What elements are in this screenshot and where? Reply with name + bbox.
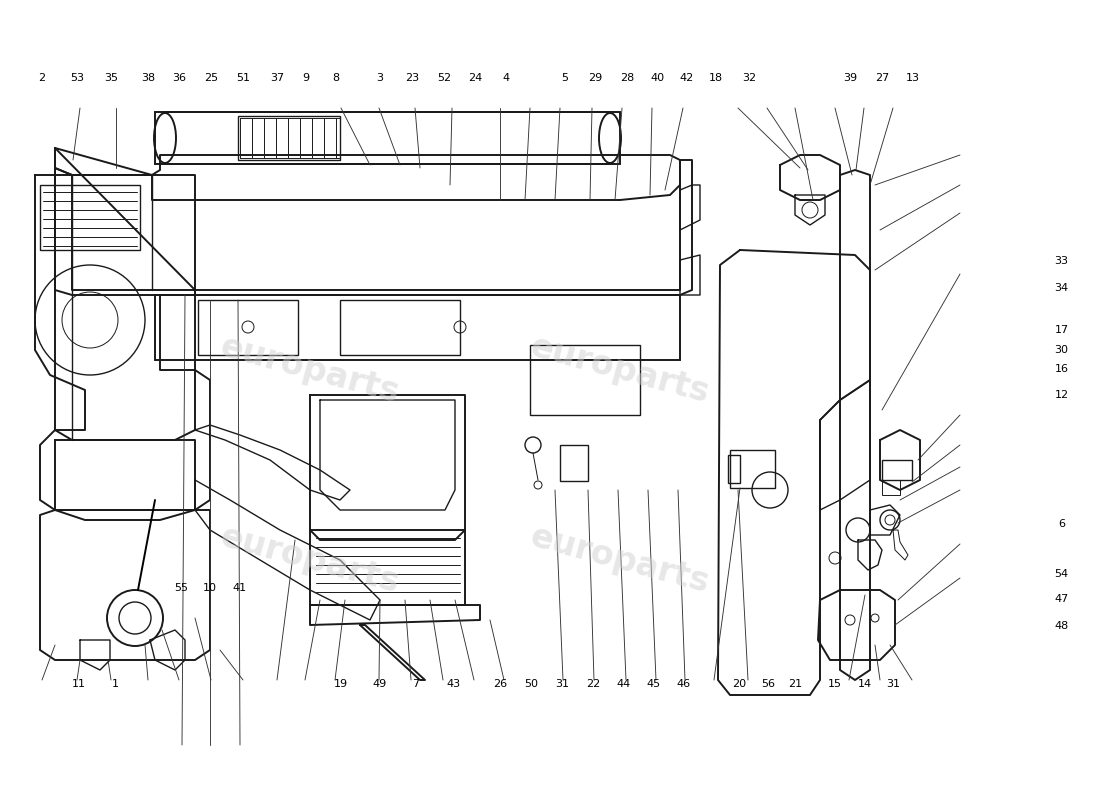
Text: 39: 39 [844, 73, 857, 82]
Text: 15: 15 [828, 679, 842, 689]
Text: 17: 17 [1055, 326, 1068, 335]
Bar [155, 112, 620, 164]
Bar [882, 480, 900, 495]
Text: 5: 5 [561, 73, 568, 82]
Text: 54: 54 [1055, 569, 1068, 578]
Text: 6: 6 [1058, 519, 1065, 529]
Text: 51: 51 [236, 73, 250, 82]
Text: 1: 1 [112, 679, 119, 689]
Bar [730, 450, 776, 488]
Bar [40, 185, 140, 250]
Text: 47: 47 [1055, 594, 1068, 604]
Text: 27: 27 [876, 73, 889, 82]
Text: 36: 36 [173, 73, 186, 82]
Text: 30: 30 [1055, 345, 1068, 354]
Text: 29: 29 [588, 73, 602, 82]
Text: 52: 52 [438, 73, 451, 82]
Text: europarts: europarts [217, 520, 404, 600]
Text: 8: 8 [332, 73, 339, 82]
Text: 46: 46 [676, 679, 690, 689]
Bar [560, 445, 588, 481]
Text: 24: 24 [469, 73, 482, 82]
Text: 3: 3 [376, 73, 383, 82]
Text: 41: 41 [233, 583, 246, 593]
Text: 20: 20 [733, 679, 746, 689]
Bar [155, 295, 680, 360]
Text: 43: 43 [447, 679, 460, 689]
Bar [882, 460, 912, 480]
Text: 35: 35 [104, 73, 118, 82]
Text: 48: 48 [1055, 621, 1068, 630]
Text: 49: 49 [373, 679, 386, 689]
Bar [728, 455, 740, 483]
Text: 31: 31 [887, 679, 900, 689]
Text: europarts: europarts [527, 520, 713, 600]
Text: 33: 33 [1055, 256, 1068, 266]
Text: 22: 22 [586, 679, 600, 689]
Text: 53: 53 [70, 73, 84, 82]
Text: 32: 32 [742, 73, 756, 82]
Text: 50: 50 [525, 679, 538, 689]
Text: europarts: europarts [217, 330, 404, 410]
Text: 55: 55 [175, 583, 188, 593]
Text: 10: 10 [204, 583, 217, 593]
Text: 12: 12 [1055, 390, 1068, 400]
Text: 13: 13 [906, 73, 920, 82]
Text: 2: 2 [39, 73, 45, 82]
Text: 44: 44 [617, 679, 630, 689]
Text: 42: 42 [680, 73, 693, 82]
Text: 14: 14 [858, 679, 871, 689]
Text: 23: 23 [406, 73, 419, 82]
Text: 18: 18 [710, 73, 723, 82]
Text: 56: 56 [761, 679, 774, 689]
Bar [238, 116, 340, 160]
Text: 19: 19 [334, 679, 348, 689]
Bar [340, 300, 460, 355]
Text: 16: 16 [1055, 364, 1068, 374]
Bar [198, 300, 298, 355]
Text: 21: 21 [789, 679, 802, 689]
Text: 7: 7 [412, 679, 419, 689]
Text: 26: 26 [494, 679, 507, 689]
Text: 31: 31 [556, 679, 569, 689]
Text: 4: 4 [503, 73, 509, 82]
Text: 38: 38 [142, 73, 155, 82]
Text: 11: 11 [73, 679, 86, 689]
Text: 40: 40 [651, 73, 664, 82]
Bar [310, 530, 465, 605]
Text: europarts: europarts [527, 330, 713, 410]
Text: 9: 9 [302, 73, 309, 82]
Text: 45: 45 [647, 679, 660, 689]
Bar [530, 345, 640, 415]
Text: 34: 34 [1055, 283, 1068, 293]
Text: 37: 37 [271, 73, 284, 82]
Text: 25: 25 [205, 73, 218, 82]
Text: 28: 28 [620, 73, 634, 82]
